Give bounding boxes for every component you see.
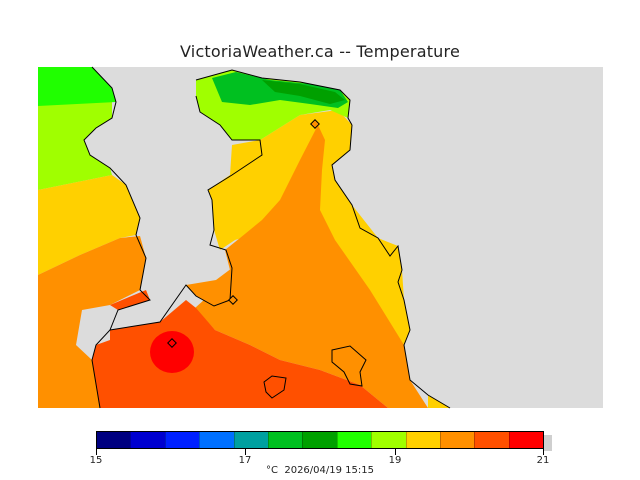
legend-swatch xyxy=(405,432,440,448)
legend-swatch xyxy=(164,432,200,448)
zone-orange-west xyxy=(38,236,146,408)
legend-swatch xyxy=(199,432,234,448)
zone-orange-east xyxy=(195,125,428,408)
legend-tick-19 xyxy=(395,449,396,455)
zone-red-hotspot xyxy=(150,331,194,373)
legend-swatch xyxy=(336,432,372,448)
legend-swatch xyxy=(508,432,544,448)
island-outline-1 xyxy=(331,345,367,387)
legend-swatch xyxy=(267,432,303,448)
legend-tick-15 xyxy=(96,449,97,455)
legend-swatch xyxy=(130,432,165,448)
coastline-peninsula xyxy=(109,95,263,331)
zone-dark-green-north xyxy=(262,80,345,104)
island-outline-2 xyxy=(263,375,287,399)
station-hotspot xyxy=(167,338,177,348)
coastline-north xyxy=(195,69,353,126)
legend-tick-21 xyxy=(543,449,544,455)
legend-tick-17 xyxy=(245,449,246,455)
legend-label-15: 15 xyxy=(89,455,103,466)
legend-label-17: 17 xyxy=(238,455,252,466)
zone-green-west xyxy=(38,67,116,106)
unit-label: °C xyxy=(266,465,278,476)
legend-shadow xyxy=(544,435,552,451)
zone-red-orange-south xyxy=(92,300,388,408)
zone-yellow-west xyxy=(38,175,140,275)
legend-label-21: 21 xyxy=(536,455,550,466)
station-north xyxy=(310,119,320,129)
legend-swatch xyxy=(371,432,406,448)
coastline-east xyxy=(331,124,451,409)
legend-label-19: 19 xyxy=(388,455,402,466)
legend-swatch xyxy=(302,432,337,448)
legend-swatch xyxy=(439,432,475,448)
legend-color-bar xyxy=(96,431,544,449)
map-caption: °C 2026/04/19 15:15 xyxy=(0,465,640,476)
legend-swatch xyxy=(97,432,131,448)
legend-swatch xyxy=(233,432,268,448)
legend-swatch xyxy=(474,432,509,448)
page-title: VictoriaWeather.ca -- Temperature xyxy=(180,42,460,61)
zone-red-orange-west-strip xyxy=(110,290,150,310)
timestamp: 2026/04/19 15:15 xyxy=(284,465,374,476)
station-centre xyxy=(228,295,238,305)
